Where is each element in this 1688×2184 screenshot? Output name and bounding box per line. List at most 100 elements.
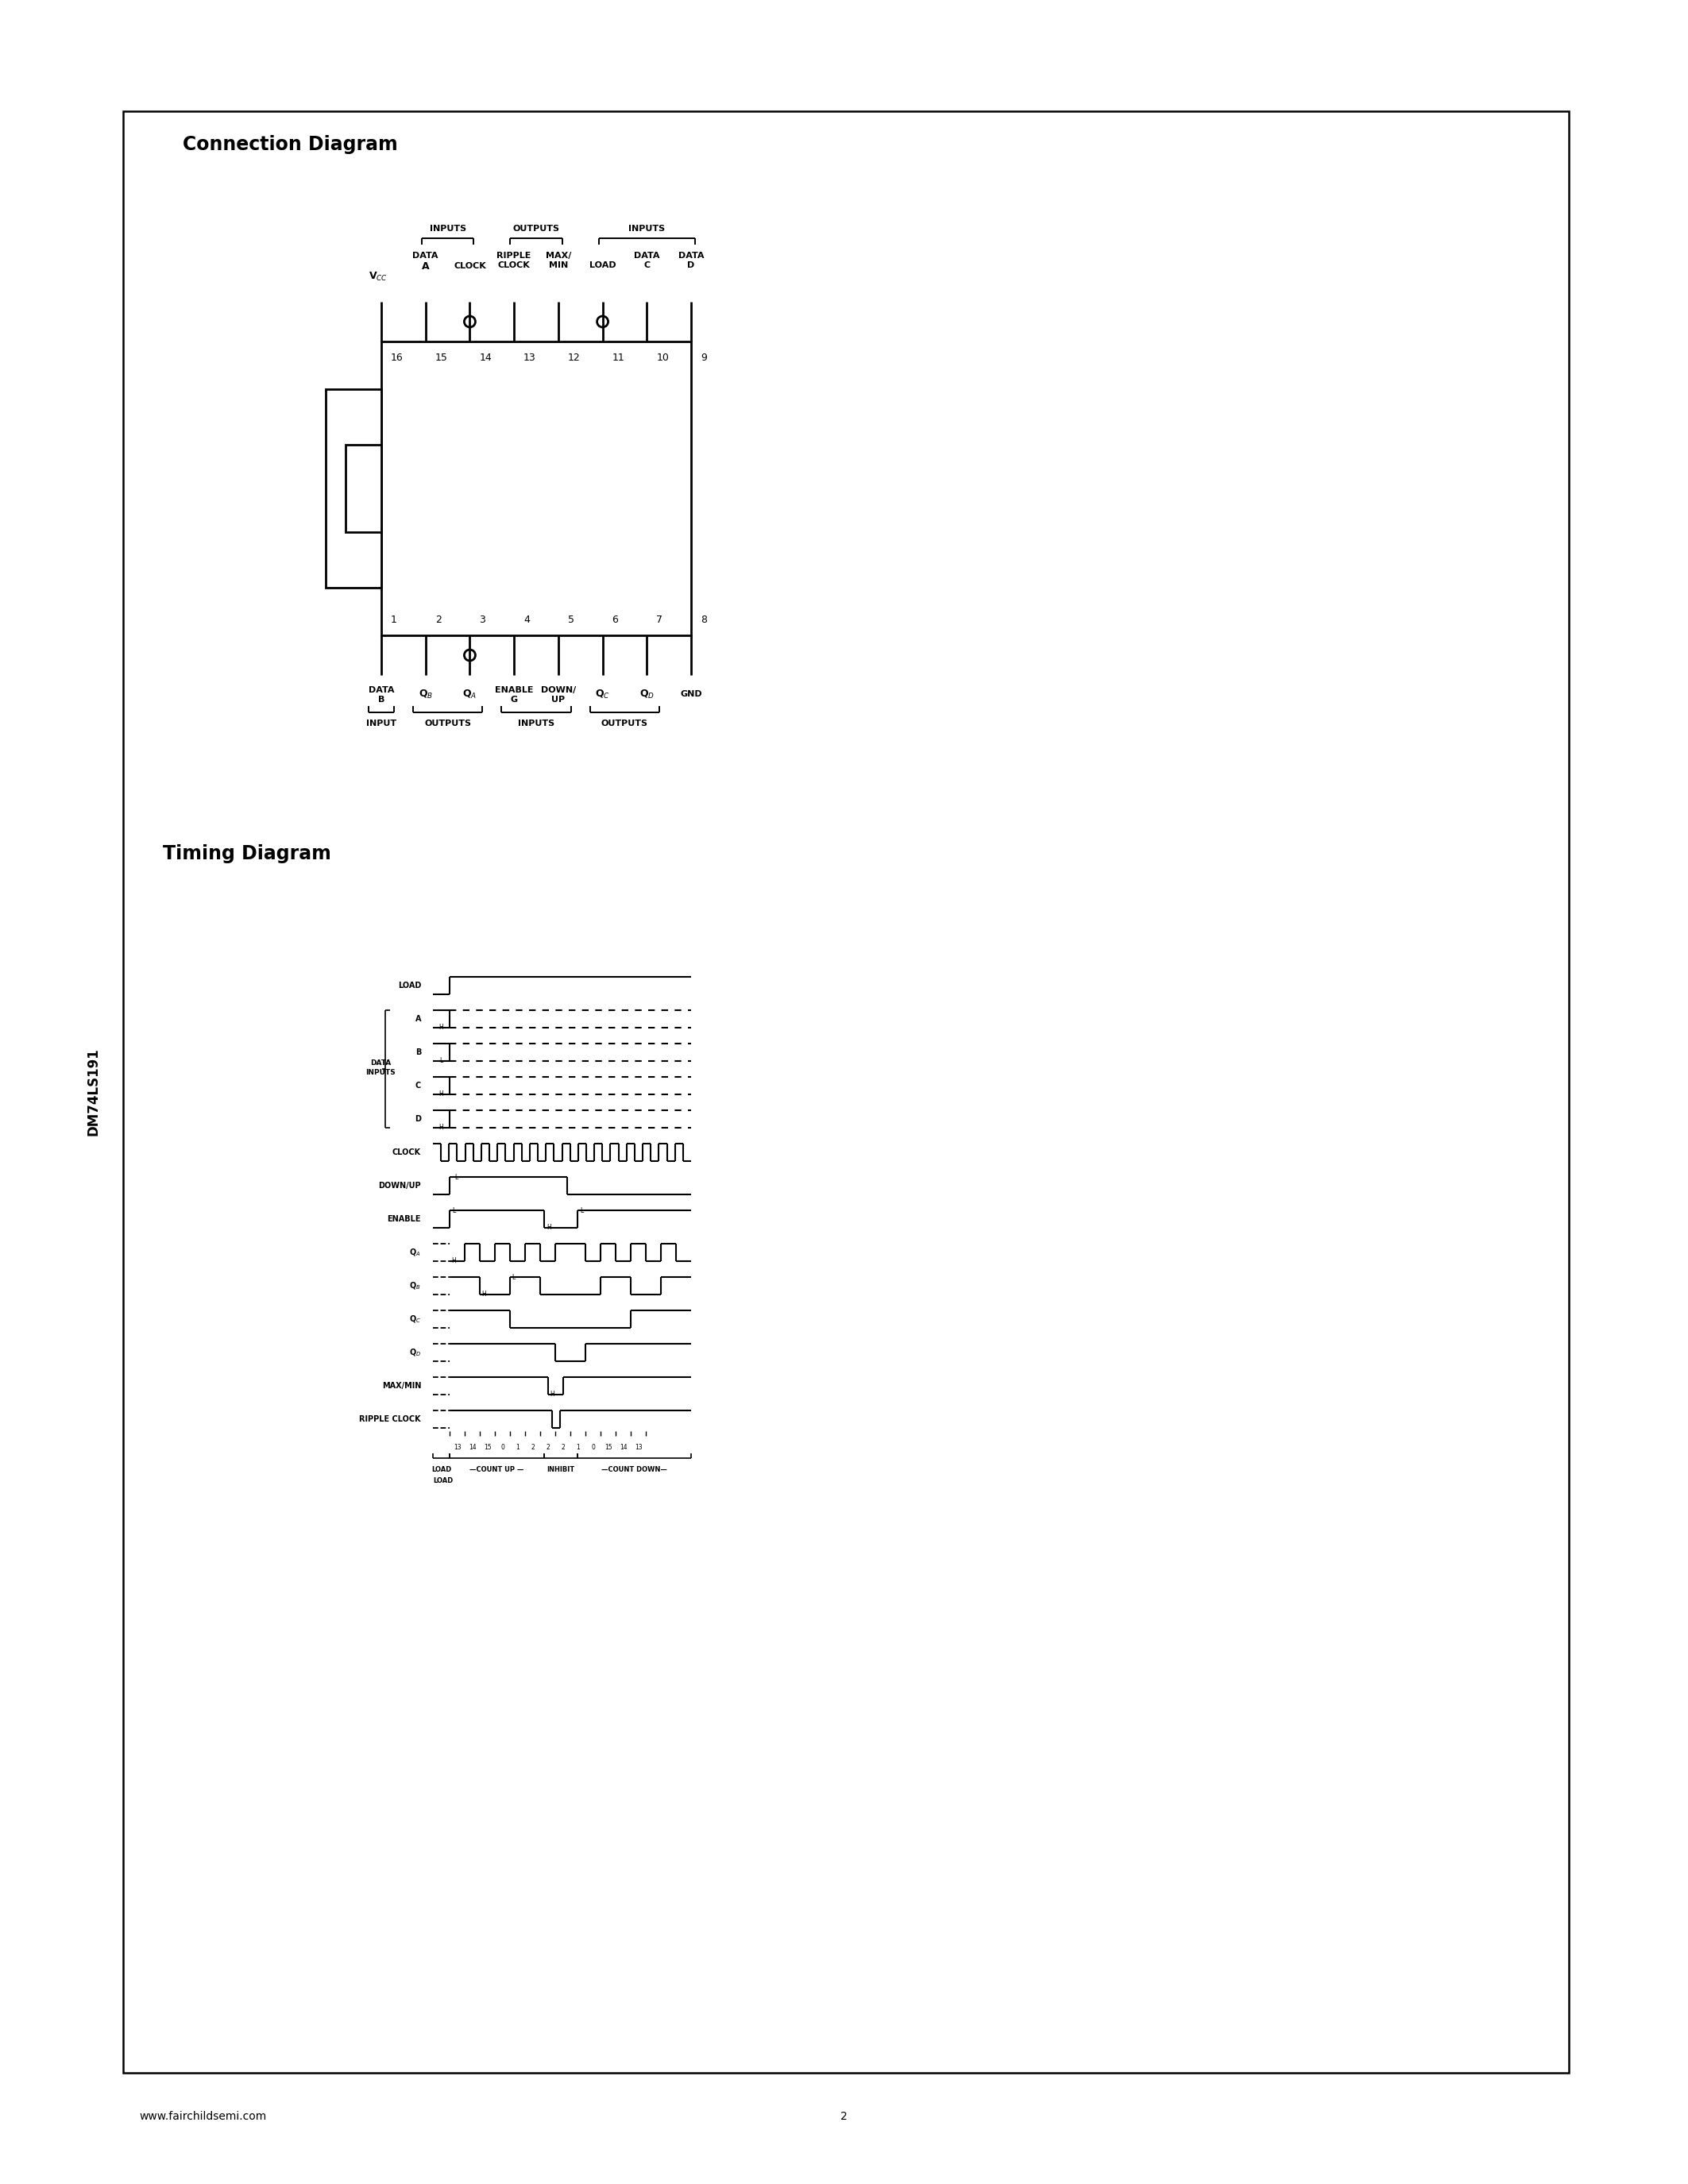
Text: H: H	[439, 1125, 444, 1131]
Text: Q$_C$: Q$_C$	[596, 688, 609, 701]
Text: D: D	[415, 1116, 420, 1123]
Text: LOAD: LOAD	[398, 981, 420, 989]
Text: 1: 1	[576, 1444, 579, 1450]
Text: DOWN/UP: DOWN/UP	[378, 1182, 420, 1190]
Text: OUTPUTS: OUTPUTS	[601, 719, 648, 727]
Text: L: L	[581, 1208, 584, 1214]
Text: Q$_B$: Q$_B$	[410, 1280, 420, 1291]
Bar	[346, 446, 381, 533]
Text: LOAD: LOAD	[589, 262, 616, 269]
Text: OUTPUTS: OUTPUTS	[424, 719, 471, 727]
Bar	[326, 389, 381, 587]
Text: 2: 2	[841, 2112, 847, 2123]
Bar	[123, 111, 1568, 2073]
Text: H: H	[439, 1090, 444, 1099]
Text: 15: 15	[436, 352, 447, 363]
Text: 0: 0	[591, 1444, 594, 1450]
Text: UP: UP	[552, 697, 565, 703]
Text: A: A	[422, 260, 429, 271]
Text: H: H	[550, 1391, 555, 1398]
Text: Connection Diagram: Connection Diagram	[182, 135, 398, 155]
Text: 1: 1	[392, 614, 397, 625]
Text: H: H	[481, 1291, 486, 1297]
Text: Q$_B$: Q$_B$	[419, 688, 432, 701]
Text: H: H	[451, 1258, 456, 1265]
Text: H: H	[547, 1223, 550, 1232]
Text: INPUTS: INPUTS	[518, 719, 554, 727]
Text: C: C	[415, 1081, 420, 1090]
Text: DM74LS191: DM74LS191	[86, 1048, 101, 1136]
Text: G: G	[510, 697, 518, 703]
Text: B: B	[415, 1048, 420, 1057]
Text: B: B	[378, 697, 385, 703]
Text: Q$_C$: Q$_C$	[408, 1315, 420, 1324]
Text: 14: 14	[619, 1444, 626, 1450]
Text: 15: 15	[604, 1444, 613, 1450]
Text: INPUTS: INPUTS	[628, 225, 665, 234]
Text: 5: 5	[567, 614, 574, 625]
Text: MIN: MIN	[549, 262, 567, 269]
Text: GND: GND	[680, 690, 702, 699]
Text: RIPPLE CLOCK: RIPPLE CLOCK	[360, 1415, 420, 1424]
Text: 2: 2	[530, 1444, 535, 1450]
Text: 4: 4	[523, 614, 530, 625]
Text: DATA: DATA	[412, 251, 439, 260]
Text: 9: 9	[701, 352, 707, 363]
Text: C: C	[643, 262, 650, 269]
Text: INPUT: INPUT	[366, 719, 397, 727]
Text: —COUNT UP —: —COUNT UP —	[469, 1465, 523, 1474]
Text: Q$_D$: Q$_D$	[640, 688, 655, 701]
Text: OUTPUTS: OUTPUTS	[513, 225, 560, 234]
Text: 6: 6	[613, 614, 618, 625]
Text: 11: 11	[613, 352, 625, 363]
Bar	[381, 341, 690, 636]
Text: ENABLE: ENABLE	[495, 686, 533, 695]
Text: INPUTS: INPUTS	[366, 1068, 395, 1077]
Text: 2: 2	[436, 614, 441, 625]
Text: CLOCK: CLOCK	[498, 262, 530, 269]
Text: DATA: DATA	[370, 1059, 392, 1066]
Text: MAX/: MAX/	[545, 251, 571, 260]
Text: 0: 0	[501, 1444, 505, 1450]
Text: 13: 13	[454, 1444, 461, 1450]
Text: CLOCK: CLOCK	[454, 262, 486, 271]
Text: MAX/MIN: MAX/MIN	[381, 1382, 420, 1389]
Text: Timing Diagram: Timing Diagram	[162, 845, 331, 863]
Text: H: H	[439, 1024, 444, 1031]
Text: 3: 3	[479, 614, 486, 625]
Text: RIPPLE: RIPPLE	[496, 251, 532, 260]
Text: Q$_A$: Q$_A$	[410, 1247, 420, 1258]
Text: 10: 10	[657, 352, 668, 363]
Text: CLOCK: CLOCK	[392, 1149, 420, 1155]
Text: L: L	[511, 1273, 515, 1282]
Text: —COUNT DOWN—: —COUNT DOWN—	[601, 1465, 667, 1474]
Text: 8: 8	[701, 614, 707, 625]
Text: 2: 2	[545, 1444, 550, 1450]
Text: DATA: DATA	[679, 251, 704, 260]
Text: 2: 2	[560, 1444, 565, 1450]
Text: A: A	[415, 1016, 420, 1022]
Text: D: D	[687, 262, 695, 269]
Text: 13: 13	[635, 1444, 641, 1450]
Text: V$_{CC}$: V$_{CC}$	[368, 271, 388, 282]
Text: DOWN/: DOWN/	[540, 686, 576, 695]
Text: 15: 15	[483, 1444, 491, 1450]
Text: LOAD: LOAD	[432, 1476, 452, 1485]
Text: Q$_D$: Q$_D$	[408, 1348, 420, 1358]
Text: L: L	[454, 1173, 457, 1182]
Text: LOAD: LOAD	[432, 1465, 451, 1474]
Text: INPUTS: INPUTS	[429, 225, 466, 234]
Text: L: L	[452, 1208, 456, 1214]
Text: L: L	[439, 1057, 442, 1064]
Text: www.fairchildsemi.com: www.fairchildsemi.com	[138, 2112, 267, 2123]
Text: 16: 16	[392, 352, 403, 363]
Text: INHIBIT: INHIBIT	[547, 1465, 574, 1474]
Text: 14: 14	[469, 1444, 476, 1450]
Text: 7: 7	[657, 614, 663, 625]
Text: ENABLE: ENABLE	[387, 1214, 420, 1223]
Text: Q$_A$: Q$_A$	[463, 688, 478, 701]
Text: 12: 12	[567, 352, 581, 363]
Text: 1: 1	[517, 1444, 520, 1450]
Text: DATA: DATA	[635, 251, 660, 260]
Text: 14: 14	[479, 352, 491, 363]
